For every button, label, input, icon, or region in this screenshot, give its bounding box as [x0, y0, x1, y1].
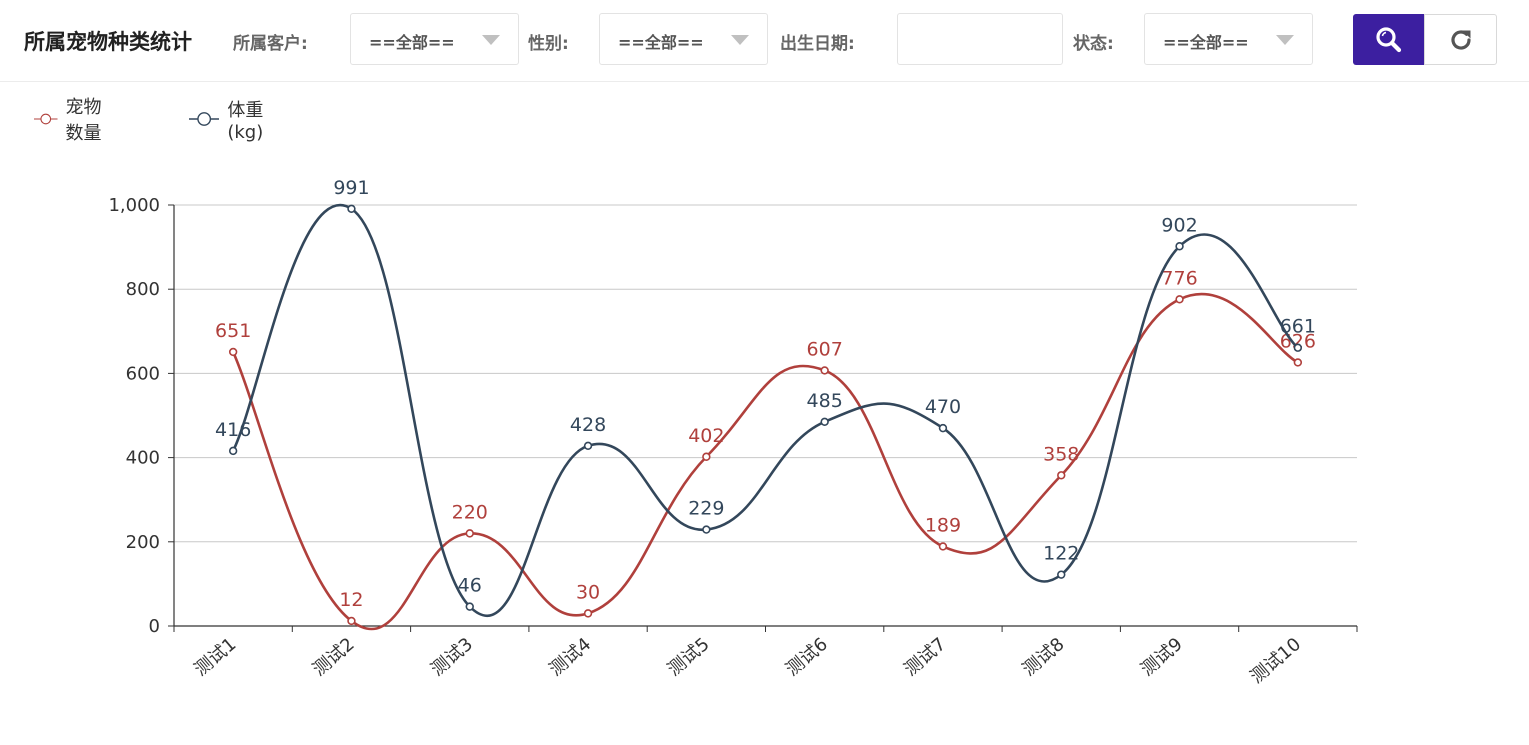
data-label: 902 — [1161, 214, 1197, 236]
data-label: 470 — [925, 396, 961, 418]
search-button[interactable] — [1353, 14, 1425, 65]
filter-toolbar: 所属宠物种类统计 所属客户: ==全部== 性别: ==全部== 出生日期: 状… — [0, 0, 1529, 82]
data-point — [583, 441, 593, 451]
data-point — [465, 529, 474, 538]
legend-marker-pet-count — [34, 113, 58, 125]
data-point — [1175, 242, 1184, 251]
x-tick-label: 测试6 — [782, 634, 832, 681]
x-tick-label: 测试2 — [309, 634, 359, 681]
reset-button[interactable] — [1424, 14, 1497, 65]
data-point — [1057, 570, 1066, 579]
search-icon — [1376, 26, 1402, 52]
status-filter-label: 状态: — [1073, 34, 1114, 54]
y-tick-label: 0 — [149, 616, 160, 637]
data-point — [347, 616, 356, 626]
x-tick-label: 测试5 — [664, 634, 714, 681]
x-tick-label: 测试3 — [427, 634, 477, 681]
legend-item-weight[interactable]: 体重(kg) — [189, 100, 277, 143]
data-label: 358 — [1043, 443, 1079, 465]
data-label: 122 — [1043, 543, 1079, 565]
series-line-1 — [231, 204, 1299, 617]
chevron-down-icon — [731, 35, 749, 45]
data-point — [228, 347, 238, 357]
data-label: 485 — [807, 390, 843, 412]
birthdate-filter-label: 出生日期: — [780, 34, 855, 54]
x-tick-label: 测试4 — [545, 634, 595, 681]
data-point — [820, 417, 829, 427]
data-point — [228, 446, 238, 456]
data-point — [702, 452, 711, 461]
legend-marker-weight — [189, 112, 220, 126]
x-tick-label: 测试1 — [191, 634, 241, 681]
gender-filter-label: 性别: — [528, 34, 569, 54]
page-title: 所属宠物种类统计 — [24, 30, 192, 54]
chevron-down-icon — [482, 35, 500, 45]
customer-select[interactable]: ==全部== — [350, 13, 519, 65]
data-label: 30 — [576, 581, 600, 603]
customer-select-value: ==全部== — [369, 33, 455, 52]
data-point — [1293, 343, 1303, 352]
legend-item-pet-count[interactable]: 宠物数量 — [34, 97, 104, 144]
refresh-icon — [1450, 29, 1471, 50]
legend-label-weight: 体重(kg) — [227, 99, 264, 143]
data-label: 402 — [688, 425, 724, 447]
y-tick-label: 800 — [126, 279, 160, 300]
data-label: 428 — [570, 414, 606, 436]
y-tick-label: 600 — [126, 363, 160, 384]
x-tick-label: 测试7 — [900, 634, 950, 681]
status-select-value: ==全部== — [1163, 33, 1249, 52]
data-point — [702, 525, 711, 534]
data-label: 220 — [452, 501, 488, 523]
data-point — [347, 204, 356, 213]
gender-select[interactable]: ==全部== — [599, 13, 768, 65]
data-point — [1175, 295, 1184, 304]
data-label: 229 — [688, 498, 724, 520]
x-tick-label: 测试10 — [1246, 634, 1305, 688]
y-tick-label: 1,000 — [108, 195, 160, 216]
data-point — [583, 609, 593, 618]
data-point — [1057, 471, 1066, 480]
data-label: 661 — [1280, 316, 1316, 338]
customer-filter-label: 所属客户: — [233, 34, 308, 54]
data-point — [938, 542, 948, 551]
y-tick-label: 200 — [126, 532, 160, 553]
data-label: 991 — [333, 177, 369, 199]
x-tick-label: 测试8 — [1019, 634, 1069, 681]
birthdate-input[interactable] — [897, 13, 1063, 65]
data-label: 651 — [215, 320, 251, 342]
y-tick-label: 400 — [126, 448, 160, 469]
chevron-down-icon — [1276, 35, 1294, 45]
data-label: 416 — [215, 419, 251, 441]
data-label: 776 — [1161, 267, 1197, 289]
data-label: 607 — [807, 338, 843, 360]
status-select[interactable]: ==全部== — [1144, 13, 1313, 65]
legend-label-pet-count: 宠物数量 — [65, 97, 102, 144]
x-tick-label: 测试9 — [1137, 634, 1187, 681]
data-point — [465, 602, 474, 611]
gender-select-value: ==全部== — [618, 33, 704, 52]
data-point — [820, 366, 829, 375]
data-label: 12 — [339, 589, 363, 611]
data-point — [938, 423, 948, 433]
data-label: 189 — [925, 514, 961, 536]
data-label: 46 — [458, 575, 482, 597]
series-line-0 — [231, 292, 1299, 631]
data-point — [1293, 358, 1303, 367]
